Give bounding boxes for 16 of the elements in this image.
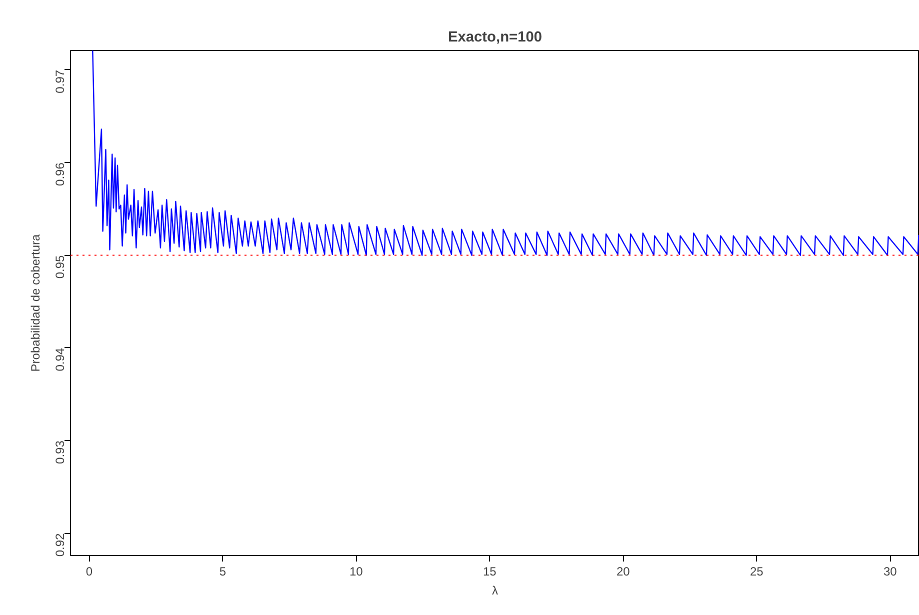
x-tick-label: 15: [482, 564, 497, 578]
x-axis-title: λ: [492, 584, 498, 598]
chart-title: Exacto,n=100: [448, 30, 542, 46]
y-axis-title: Probabilidad de cobertura: [28, 234, 42, 372]
x-tick-label: 30: [883, 564, 898, 578]
x-tick-label: 0: [86, 564, 93, 578]
y-tick-label: 0.96: [53, 162, 67, 186]
y-tick-label: 0.95: [53, 254, 67, 279]
y-tick-label: 0.92: [53, 532, 67, 557]
y-tick-label: 0.93: [53, 440, 67, 464]
y-tick-label: 0.94: [53, 348, 67, 372]
x-tick-label: 20: [616, 564, 630, 578]
y-tick-label: 0.97: [53, 70, 67, 94]
x-tick-label: 10: [349, 564, 364, 578]
x-tick-label: 25: [750, 564, 764, 578]
x-tick-label: 5: [219, 564, 226, 578]
